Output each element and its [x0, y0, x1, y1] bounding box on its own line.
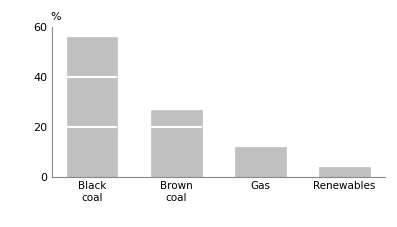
Text: %: %: [50, 12, 61, 22]
Bar: [67, 37, 117, 177]
Bar: [151, 110, 202, 177]
Bar: [235, 147, 286, 177]
Bar: [320, 167, 370, 177]
